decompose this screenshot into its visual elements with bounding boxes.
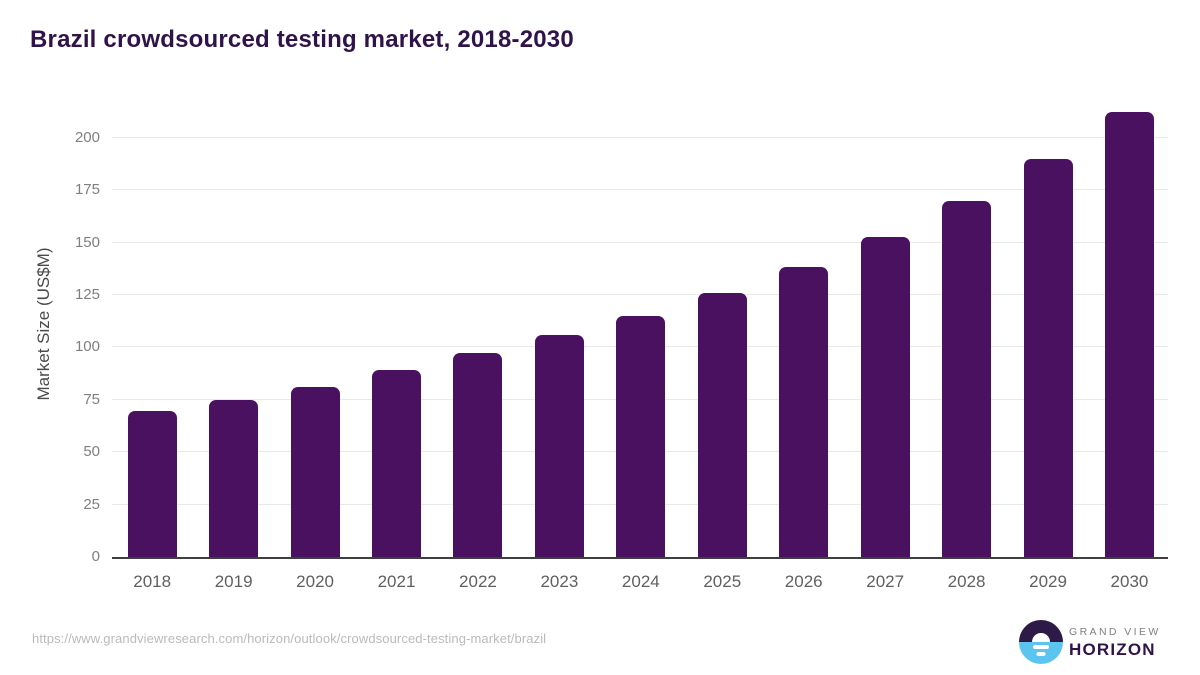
x-tick-2029: 2029 [1029, 572, 1067, 591]
x-tick-2019: 2019 [214, 572, 253, 591]
bar-2022[interactable] [453, 353, 503, 557]
y-tick-200: 200 [74, 128, 100, 146]
plot-area [112, 100, 1168, 557]
x-tick-2022: 2022 [459, 572, 497, 591]
bar-2026[interactable] [779, 266, 829, 557]
bar-2028[interactable] [942, 201, 992, 557]
y-axis-tick-labels: 0 25 50 75 100 125 150 175 200 [0, 0, 100, 675]
y-tick-0: 0 [91, 548, 100, 565]
bar-2030[interactable] [1104, 111, 1154, 557]
x-axis-line [112, 557, 1168, 559]
x-tick-2024: 2024 [621, 572, 660, 591]
sunrise-horizon-icon [1019, 620, 1063, 664]
brand-logo-text: GRAND VIEW HORIZON [1069, 626, 1161, 660]
bar-2029[interactable] [1023, 159, 1073, 557]
x-axis-tick-labels: 2018 2019 2020 2021 2022 2023 2024 2025 2026 2027… [0, 572, 1200, 596]
brand-name-horizon: HORIZON [1069, 640, 1156, 659]
gridline-125 [112, 294, 1168, 295]
x-tick-2018: 2018 [133, 572, 172, 591]
gridline-200 [112, 136, 1168, 138]
y-tick-100: 100 [74, 338, 100, 356]
y-tick-150: 150 [74, 233, 100, 251]
bar-2023[interactable] [534, 335, 584, 557]
bar-2019[interactable] [209, 399, 259, 557]
bar-2024[interactable] [616, 315, 666, 557]
sun-icon [1032, 633, 1050, 642]
brand-logo: GRAND VIEW HORIZON [1019, 620, 1179, 666]
gridline-150 [112, 241, 1168, 243]
chart-title: Brazil crowdsourced testing market, 2018… [30, 26, 574, 53]
bar-2027[interactable] [860, 237, 910, 557]
x-tick-2023: 2023 [540, 572, 579, 591]
x-tick-2021: 2021 [377, 572, 416, 591]
brand-name-grand-view: GRAND VIEW [1069, 626, 1161, 638]
bar-2018[interactable] [127, 411, 177, 557]
sun-reflection-bar-icon [1033, 645, 1049, 649]
y-tick-25: 25 [83, 495, 100, 513]
x-tick-2026: 2026 [784, 572, 823, 591]
gridline-175 [112, 189, 1168, 191]
bar-2021[interactable] [372, 369, 422, 557]
bar-2025[interactable] [697, 292, 747, 557]
x-tick-2020: 2020 [296, 572, 334, 591]
x-tick-2030: 2030 [1110, 572, 1149, 591]
x-tick-2027: 2027 [866, 572, 905, 591]
y-tick-50: 50 [83, 443, 100, 461]
sun-reflection-bar-icon [1036, 652, 1046, 656]
y-tick-125: 125 [74, 286, 100, 303]
bar-2020[interactable] [290, 386, 340, 557]
y-tick-75: 75 [83, 390, 100, 408]
x-tick-2028: 2028 [947, 572, 986, 591]
x-tick-2025: 2025 [703, 572, 742, 591]
y-tick-175: 175 [74, 181, 100, 199]
source-url: https://www.grandviewresearch.com/horizo… [32, 631, 547, 646]
